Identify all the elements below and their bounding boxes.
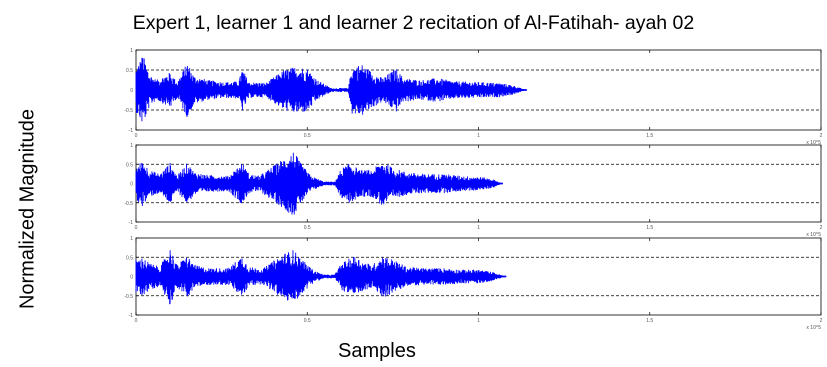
x-tick-label: 1.5 bbox=[646, 318, 653, 324]
y-tick-label: 0.5 bbox=[126, 255, 133, 261]
x-tick-label: 1 bbox=[477, 225, 480, 231]
x-tick-label: 2 bbox=[820, 133, 823, 139]
x-tick-label: 0 bbox=[135, 318, 138, 324]
y-tick-label: 1 bbox=[130, 236, 133, 242]
x-tick-label: 0.5 bbox=[304, 318, 311, 324]
x-tick-label: 0.5 bbox=[304, 133, 311, 139]
y-tick-label: 0.5 bbox=[126, 68, 133, 74]
y-tick-label: -0.5 bbox=[124, 108, 133, 114]
x-tick-label: 2 bbox=[820, 318, 823, 324]
x-tick-label: 1.5 bbox=[646, 133, 653, 139]
x-multiplier-label: x 10^5 bbox=[806, 140, 821, 146]
x-tick-label: 1 bbox=[477, 133, 480, 139]
x-tick-label: 0 bbox=[135, 225, 138, 231]
y-tick-label: -1 bbox=[129, 128, 134, 134]
x-tick-label: 1.5 bbox=[646, 225, 653, 231]
y-tick-label: 0.5 bbox=[126, 162, 133, 168]
y-tick-label: 0 bbox=[130, 88, 133, 94]
x-multiplier-label: x 10^5 bbox=[806, 232, 821, 238]
x-axis-label: Samples bbox=[338, 340, 416, 362]
y-tick-label: -1 bbox=[129, 313, 134, 319]
x-tick-label: 2 bbox=[820, 225, 823, 231]
chart-title: Expert 1, learner 1 and learner 2 recita… bbox=[132, 12, 695, 34]
y-tick-label: 1 bbox=[130, 48, 133, 54]
x-tick-label: 0 bbox=[135, 133, 138, 139]
y-tick-label: -0.5 bbox=[124, 201, 133, 207]
x-tick-label: 0.5 bbox=[304, 225, 311, 231]
y-tick-label: 0 bbox=[130, 275, 133, 281]
x-multiplier-label: x 10^5 bbox=[806, 325, 821, 331]
y-tick-label: 0 bbox=[130, 182, 133, 188]
y-tick-label: -1 bbox=[129, 220, 134, 226]
y-tick-label: 1 bbox=[130, 143, 133, 149]
x-tick-label: 1 bbox=[477, 318, 480, 324]
y-tick-label: -0.5 bbox=[124, 294, 133, 300]
